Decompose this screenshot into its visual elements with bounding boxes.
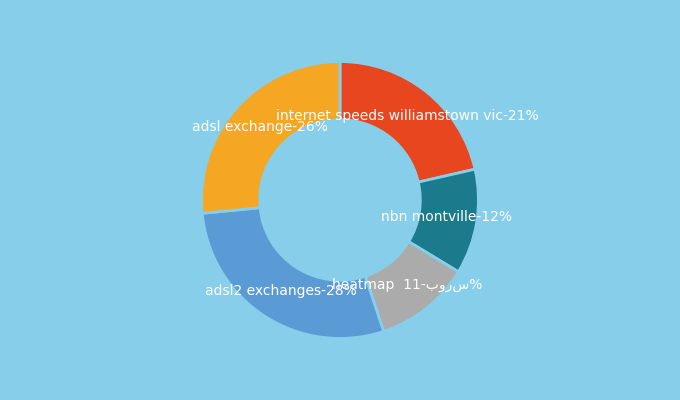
Wedge shape xyxy=(202,208,384,338)
Wedge shape xyxy=(409,169,479,272)
Text: internet speeds williamstown vic-21%: internet speeds williamstown vic-21% xyxy=(276,108,539,122)
Text: adsl2 exchanges-28%: adsl2 exchanges-28% xyxy=(205,284,357,298)
Wedge shape xyxy=(340,62,475,182)
Text: adsl exchange-26%: adsl exchange-26% xyxy=(192,120,328,134)
Wedge shape xyxy=(201,62,340,213)
Text: heatmap  11-بورس%: heatmap 11-بورس% xyxy=(332,277,483,292)
Text: nbn montville-12%: nbn montville-12% xyxy=(381,210,512,224)
Wedge shape xyxy=(365,242,458,332)
